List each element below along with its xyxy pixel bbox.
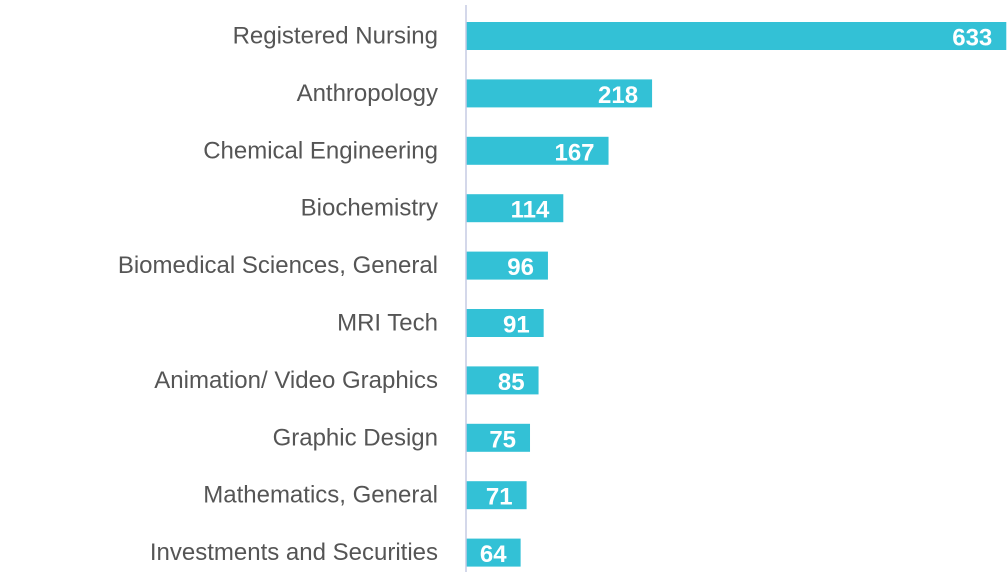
category-label: Biochemistry <box>301 195 438 222</box>
category-label: Registered Nursing <box>233 23 438 50</box>
category-label: Investments and Securities <box>150 539 438 566</box>
value-label: 64 <box>480 541 507 568</box>
value-label: 167 <box>554 139 594 166</box>
category-label: MRI Tech <box>337 310 438 337</box>
value-label: 75 <box>489 426 516 453</box>
category-label: Anthropology <box>297 80 438 107</box>
category-label: Animation/ Video Graphics <box>154 367 438 394</box>
category-label: Chemical Engineering <box>203 137 438 164</box>
bar <box>466 309 544 337</box>
value-label: 218 <box>598 82 638 109</box>
bar <box>466 194 564 223</box>
category-label: Graphic Design <box>273 424 438 451</box>
value-label: 114 <box>511 197 550 224</box>
value-label: 96 <box>507 254 534 281</box>
category-label: Mathematics, General <box>203 482 438 509</box>
bar <box>466 79 653 108</box>
value-label: 71 <box>486 484 513 511</box>
plot-area: Registered Nursing 633 Anthropology 218 Chem… <box>118 5 1007 572</box>
value-label: 91 <box>503 312 530 339</box>
bar <box>466 22 1007 50</box>
bar <box>466 136 609 165</box>
category-label: Biomedical Sciences, General <box>118 252 438 279</box>
bar <box>466 423 531 452</box>
bar <box>466 366 539 395</box>
bar <box>466 251 548 280</box>
value-label: 633 <box>952 25 992 52</box>
bar <box>466 538 521 567</box>
value-label: 85 <box>498 369 525 396</box>
bar <box>466 481 527 510</box>
